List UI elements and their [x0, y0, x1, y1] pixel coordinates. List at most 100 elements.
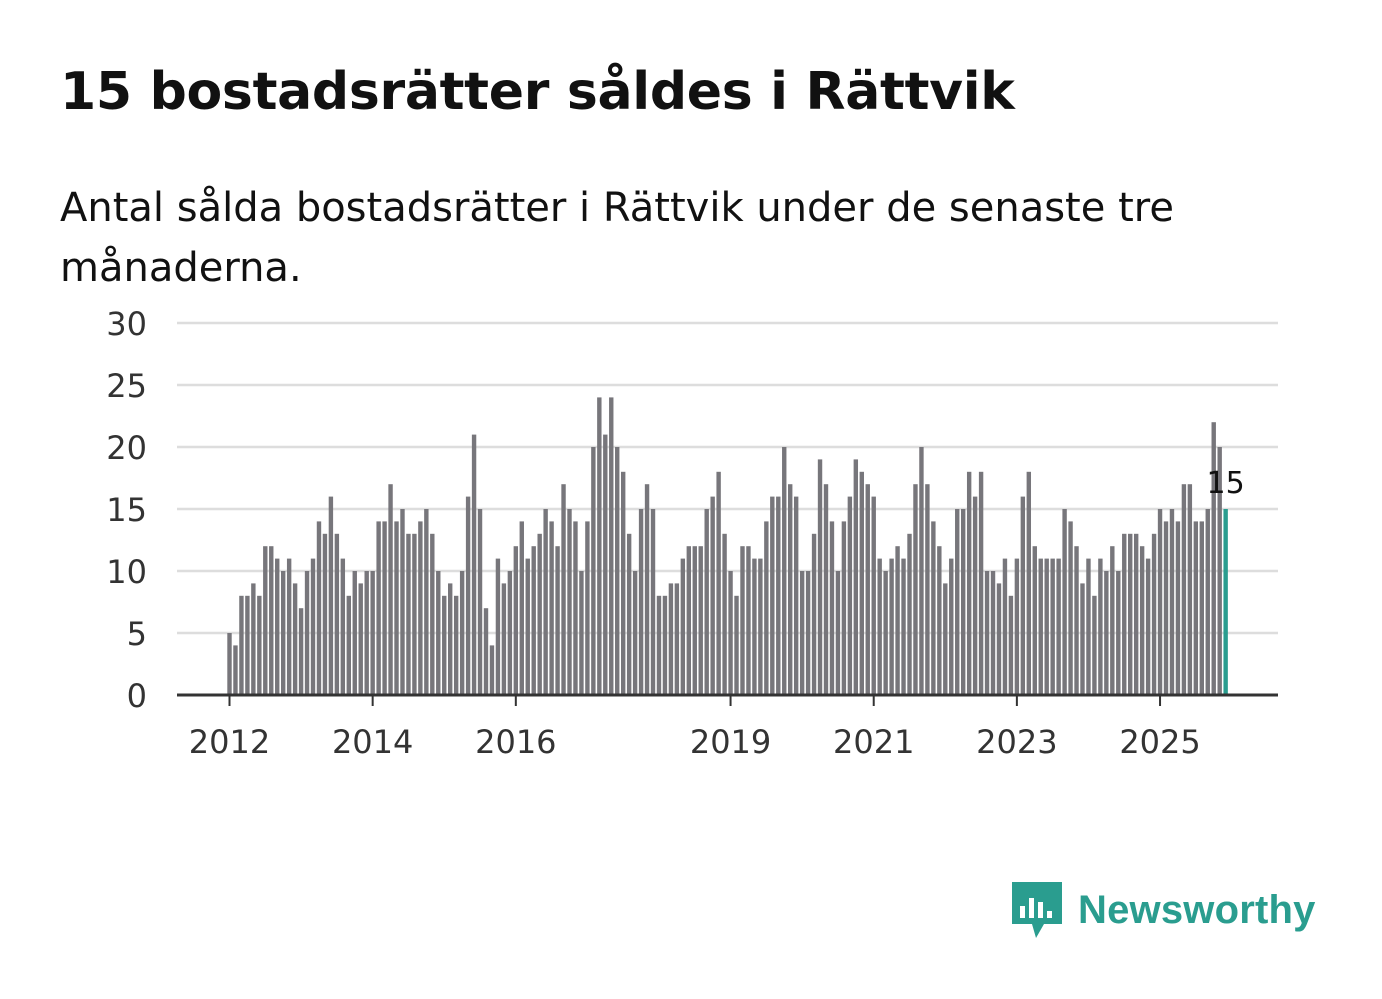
bar: [871, 496, 876, 695]
bar: [519, 521, 524, 695]
bar: [1217, 447, 1222, 695]
bar: [501, 583, 507, 695]
bar: [453, 595, 459, 695]
bar: [1163, 521, 1169, 695]
bar: [1181, 484, 1187, 695]
bar: [280, 571, 286, 695]
bar: [1068, 521, 1073, 695]
bar: [1044, 558, 1049, 695]
bar: [322, 533, 328, 695]
bar: [531, 546, 536, 695]
bar: [382, 521, 387, 695]
bar: [251, 583, 256, 695]
bar: [483, 608, 489, 695]
bar: [931, 521, 936, 695]
bar: [615, 447, 620, 695]
y-tick-label: 5: [127, 615, 147, 653]
newsworthy-logo[interactable]: Newsworthy: [1010, 880, 1316, 940]
bar: [1199, 521, 1204, 695]
x-tick-label: 2021: [833, 723, 914, 761]
bar: [269, 546, 274, 695]
bar: [686, 546, 692, 695]
bar: [793, 496, 799, 695]
bar: [644, 484, 650, 695]
bar: [632, 571, 638, 695]
bar: [1032, 546, 1037, 695]
bar: [430, 533, 435, 695]
bar: [316, 521, 322, 695]
bar: [626, 533, 632, 695]
bar: [877, 558, 882, 695]
chart-title: 15 bostadsrätter såldes i Rättvik: [60, 62, 1015, 122]
bar-highlight: [1223, 509, 1228, 695]
bar: [442, 595, 447, 695]
bar: [352, 571, 357, 695]
bar: [459, 571, 465, 695]
bar: [1187, 484, 1193, 695]
bar: [1133, 533, 1139, 695]
bar: [1038, 558, 1043, 695]
bar: [895, 546, 900, 695]
x-tick-label: 2023: [976, 723, 1057, 761]
bar: [525, 558, 530, 695]
x-tick-label: 2014: [332, 723, 413, 761]
bar: [990, 571, 996, 695]
bar: [1002, 558, 1008, 695]
y-tick-label: 10: [106, 553, 147, 591]
bar: [579, 571, 584, 695]
y-tick-label: 20: [106, 429, 147, 467]
bar: [286, 558, 292, 695]
bar: [692, 546, 697, 695]
y-tick-label: 0: [127, 677, 147, 715]
bar: [1193, 521, 1199, 695]
bar: [972, 496, 978, 695]
brand-name: Newsworthy: [1078, 887, 1316, 932]
bar: [901, 558, 906, 695]
bar: [424, 509, 429, 695]
bar: [716, 471, 721, 695]
bar: [1074, 546, 1079, 695]
bar: [239, 595, 244, 695]
bar: [1050, 558, 1055, 695]
bar: [847, 496, 853, 695]
bar: [370, 571, 375, 695]
bar: [728, 571, 733, 695]
bar: [996, 583, 1002, 695]
bar: [925, 484, 930, 695]
bar: [913, 484, 918, 695]
bar: [752, 558, 757, 695]
bar: [835, 571, 841, 695]
bar: [1205, 509, 1210, 695]
bar: [1151, 533, 1157, 695]
bar: [907, 533, 912, 695]
bar: [346, 595, 351, 695]
bar: [609, 397, 614, 695]
bar: [674, 583, 680, 695]
bar: [334, 533, 340, 695]
bar: [764, 521, 769, 695]
bar: [1175, 521, 1181, 695]
bar: [788, 484, 793, 695]
bar: [561, 484, 566, 695]
bar: [507, 571, 513, 695]
bar: [746, 546, 751, 695]
bar: [585, 521, 590, 695]
bar: [949, 558, 954, 695]
last-value-label: 15: [1207, 466, 1245, 501]
bar: [889, 558, 894, 695]
bar: [937, 546, 942, 695]
bar: [591, 447, 596, 695]
bar: [465, 496, 471, 695]
bar: [853, 459, 859, 695]
bar: [1145, 558, 1151, 695]
bar: [776, 496, 781, 695]
bar: [680, 558, 686, 695]
bar: [656, 595, 662, 695]
bar: [376, 521, 381, 695]
bar: [770, 496, 775, 695]
bar: [257, 595, 262, 695]
bars-layer: [227, 397, 1228, 695]
bar: [1080, 583, 1085, 695]
bar: [406, 533, 411, 695]
